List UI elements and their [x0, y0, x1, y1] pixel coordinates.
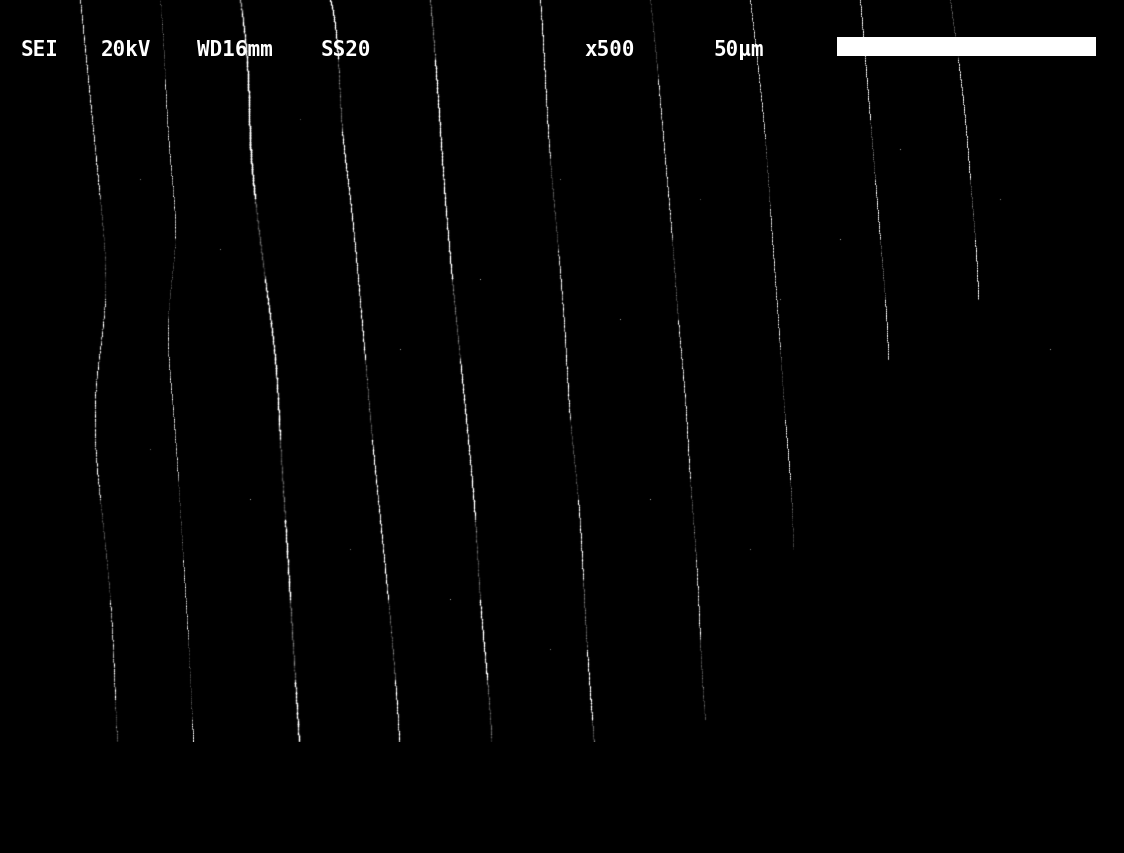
- Text: SS20: SS20: [320, 39, 371, 60]
- Text: SEI: SEI: [20, 39, 58, 60]
- Bar: [0, 742, 1124, 853]
- Text: WD16mm: WD16mm: [197, 39, 272, 60]
- Text: 20kV: 20kV: [101, 39, 152, 60]
- Text: 50μm: 50μm: [714, 39, 764, 60]
- Text: x500: x500: [584, 39, 635, 60]
- Bar: [837, 38, 1096, 57]
